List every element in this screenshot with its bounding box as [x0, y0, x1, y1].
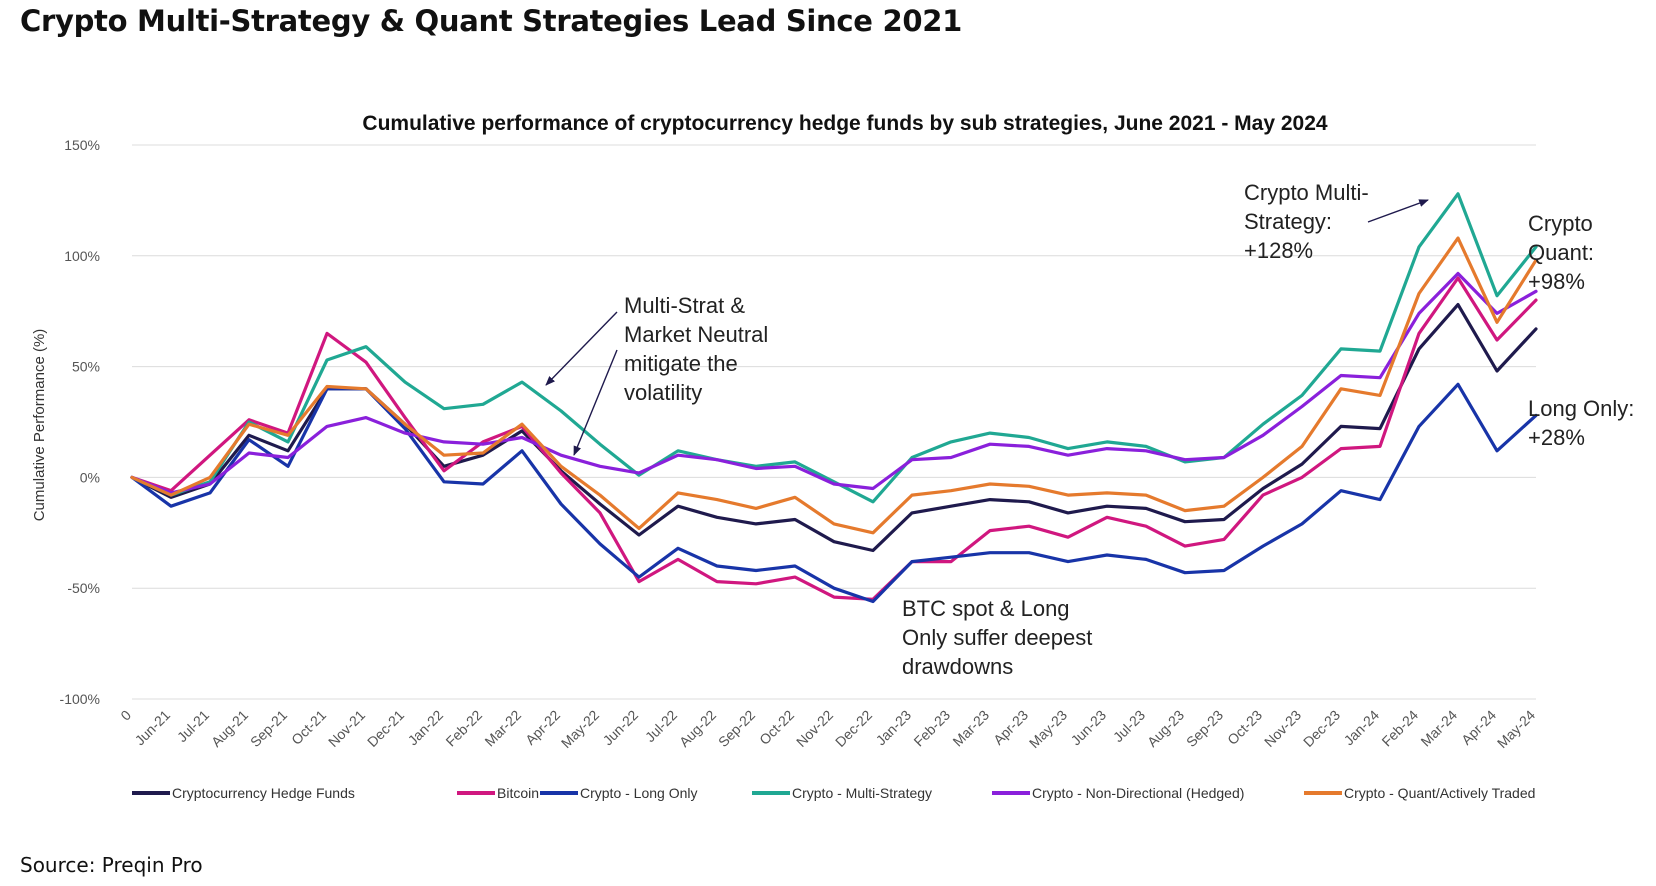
x-tick-label: May-23 [1026, 707, 1070, 751]
x-tick-label: Mar-23 [949, 707, 992, 750]
legend-label: Crypto - Multi-Strategy [792, 785, 932, 801]
legend-label: Crypto - Quant/Actively Traded [1344, 785, 1535, 801]
x-tick-label: Aug-21 [208, 707, 251, 750]
x-tick-label: Dec-21 [364, 707, 407, 750]
y-tick-label: -100% [60, 691, 100, 707]
annotation-multi-strat-line: Multi-Strat & [624, 293, 745, 318]
x-tick-label: Apr-22 [522, 707, 563, 748]
x-tick-label: Oct-22 [756, 707, 797, 748]
annotation-multi-strategy-return: Crypto Multi- Strategy: +128% [1244, 180, 1369, 263]
x-tick-label: Oct-23 [1224, 707, 1265, 748]
annotation-arrow [545, 311, 618, 386]
annotation-long-only-line: Long Only: [1528, 396, 1634, 421]
series-line-cryptocurrency-hedge-funds [130, 303, 1538, 553]
annotation-arrow [1367, 199, 1429, 223]
x-tick-label: Aug-23 [1144, 707, 1187, 750]
x-tick-label: Nov-21 [325, 707, 368, 750]
y-axis-label: Cumulative Performance (%) [31, 329, 48, 522]
annotation-multi-strategy-line: +128% [1244, 238, 1313, 263]
x-tick-label: Dec-22 [832, 707, 875, 750]
annotation-quant-line: Quant: [1528, 240, 1594, 265]
annotation-btc-line: BTC spot & Long [902, 596, 1070, 621]
x-tick-label: May-22 [558, 707, 602, 751]
series-line-crypto-multi-strategy [130, 192, 1538, 504]
annotation-btc-drawdown: BTC spot & Long Only suffer deepest draw… [902, 596, 1092, 679]
series-line-crypto-non-directional-hedged [130, 271, 1538, 495]
legend-label: Cryptocurrency Hedge Funds [172, 785, 355, 801]
x-tick-label: Mar-22 [481, 707, 524, 750]
annotation-multi-strategy-line: Crypto Multi- [1244, 180, 1369, 205]
x-tick-label: Jun-21 [132, 707, 174, 749]
annotation-btc-line: drawdowns [902, 654, 1013, 679]
source-note: Source: Preqin Pro [20, 853, 203, 877]
annotation-multi-strat-line: mitigate the [624, 351, 738, 376]
y-tick-label: 100% [64, 248, 100, 264]
x-tick-label: Mar-24 [1417, 707, 1460, 750]
series-line-crypto-quant-actively-traded [130, 236, 1538, 535]
x-tick-label: Oct-21 [288, 707, 329, 748]
annotation-quant-line: +98% [1528, 269, 1585, 294]
series-line-bitcoin [130, 276, 1538, 601]
x-tick-label: Sep-23 [1183, 707, 1226, 750]
page-headline: Crypto Multi-Strategy & Quant Strategies… [20, 4, 962, 38]
legend-label: Crypto - Non-Directional (Hedged) [1032, 785, 1244, 801]
annotation-arrow [573, 349, 618, 456]
x-tick-label: Dec-23 [1300, 707, 1343, 750]
x-tick-label: Feb-23 [910, 707, 953, 750]
legend-label: Bitcoin [497, 785, 539, 801]
x-tick-label: Jan-24 [1341, 707, 1383, 749]
grid-lines [132, 144, 1536, 700]
x-tick-label: Apr-24 [1458, 707, 1499, 748]
x-tick-label: Feb-24 [1378, 707, 1421, 750]
annotation-multi-strat-line: Market Neutral [624, 322, 768, 347]
annotation-long-only-return: Long Only: +28% [1528, 396, 1634, 450]
x-tick-label: Sep-21 [247, 707, 290, 750]
x-tick-label: Nov-22 [793, 707, 836, 750]
series-lines [130, 192, 1538, 604]
y-axis-ticks: 150% 100% 50% 0% -50% -100% [60, 137, 100, 707]
x-tick-label: Jul-21 [174, 707, 212, 745]
x-tick-label: Jun-22 [600, 707, 642, 749]
annotation-multi-strat-line: volatility [624, 380, 702, 405]
x-tick-label: Jan-22 [405, 707, 447, 749]
x-tick-label: Apr-23 [990, 707, 1031, 748]
x-tick-label: 0 [117, 707, 134, 724]
annotation-multi-strat: Multi-Strat & Market Neutral mitigate th… [624, 293, 768, 405]
x-tick-label: Nov-23 [1261, 707, 1304, 750]
annotation-btc-line: Only suffer deepest [902, 625, 1092, 650]
legend-label: Crypto - Long Only [580, 785, 698, 801]
annotation-quant-line: Crypto [1528, 211, 1593, 236]
x-tick-label: Sep-22 [715, 707, 758, 750]
x-tick-label: May-24 [1494, 707, 1538, 751]
annotation-multi-strategy-line: Strategy: [1244, 209, 1332, 234]
series-line-crypto-long-only [130, 382, 1538, 604]
y-tick-label: -50% [67, 580, 100, 596]
legend: Cryptocurrency Hedge Funds Bitcoin Crypto … [132, 785, 1535, 801]
y-tick-label: 50% [72, 359, 100, 375]
x-tick-label: Feb-22 [442, 707, 485, 750]
x-tick-label: Aug-22 [676, 707, 719, 750]
x-tick-label: Jan-23 [873, 707, 915, 749]
annotation-long-only-line: +28% [1528, 425, 1585, 450]
x-tick-label: Jul-23 [1110, 707, 1148, 745]
x-tick-label: Jun-23 [1068, 707, 1110, 749]
annotation-quant-return: Crypto Quant: +98% [1528, 211, 1594, 294]
x-tick-label: Jul-22 [642, 707, 680, 745]
y-tick-label: 0% [80, 469, 100, 485]
y-tick-label: 150% [64, 137, 100, 153]
chart-title: Cumulative performance of cryptocurrency… [362, 112, 1327, 135]
